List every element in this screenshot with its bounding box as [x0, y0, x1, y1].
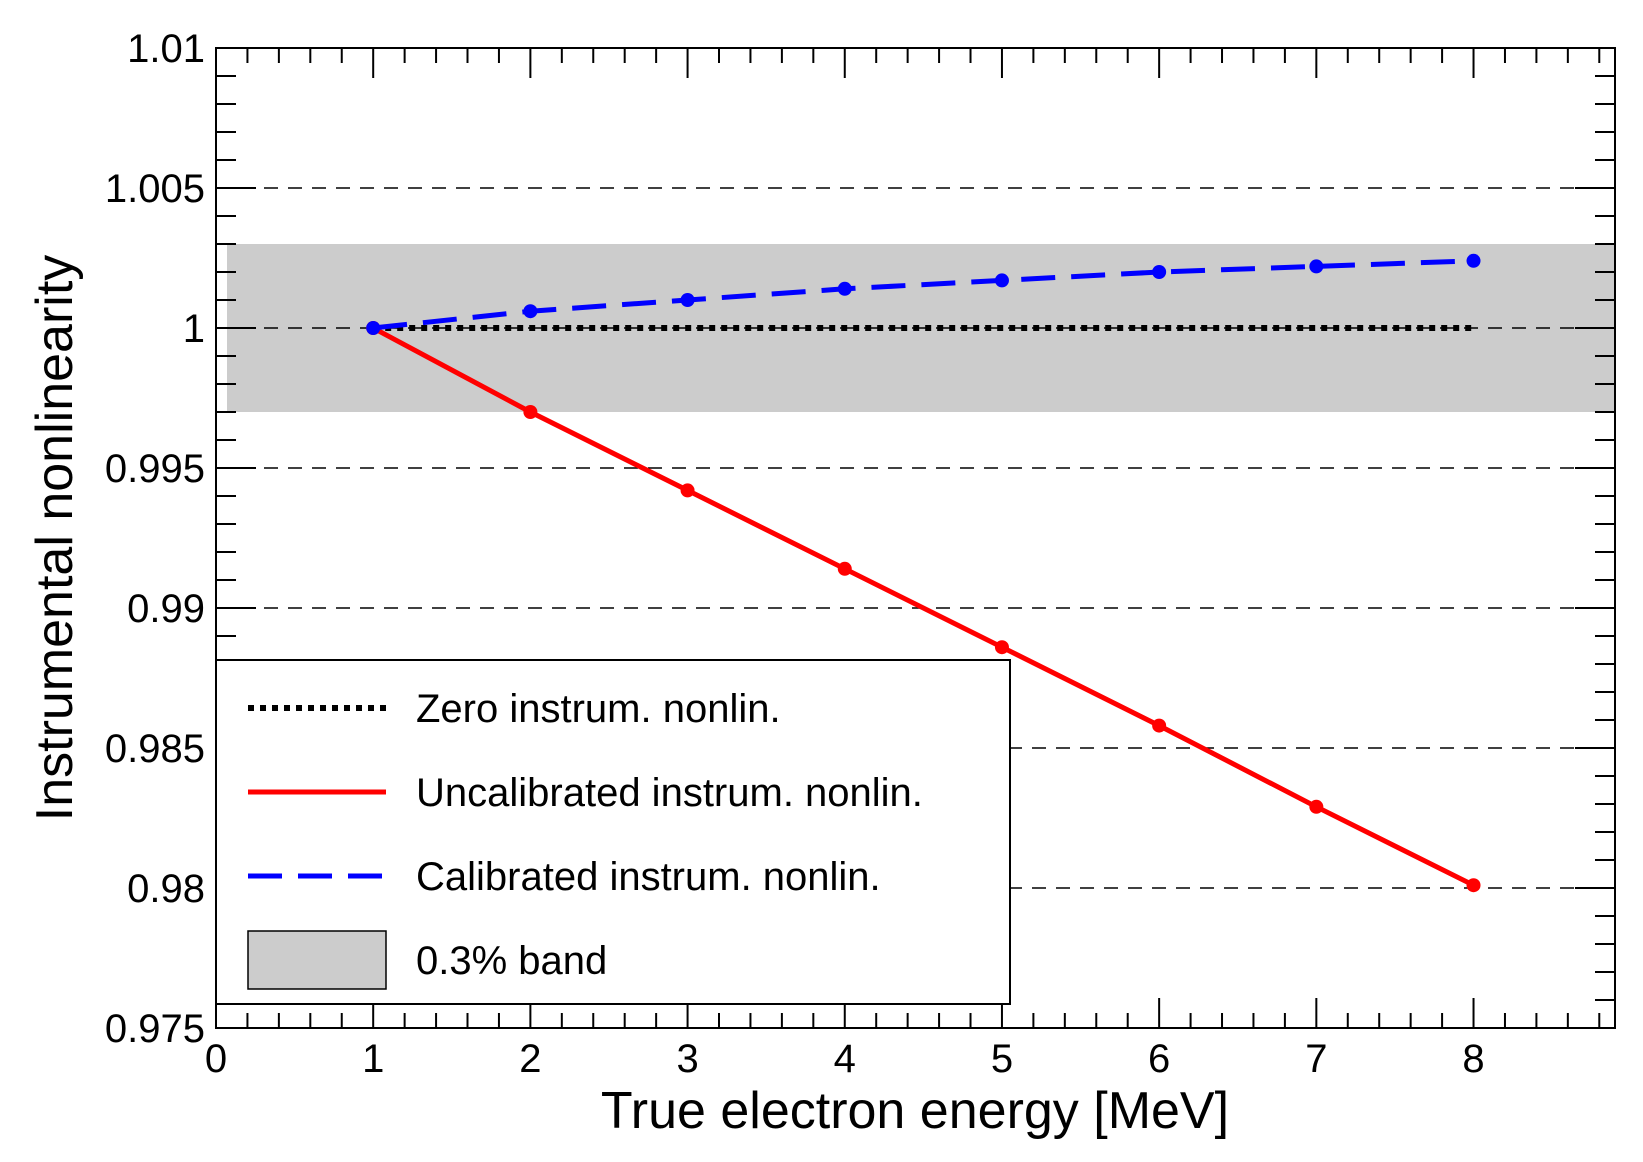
legend-label-2: Calibrated instrum. nonlin. — [416, 855, 881, 899]
series-1-point — [994, 640, 1009, 655]
series-2-point — [1466, 253, 1481, 268]
tick-labels-layer: 0 1 2 3 4 5 6 7 8 0.975 0.98 0.985 0.99 0.995 1 1.005 1.… — [105, 27, 1485, 1081]
series-2-point — [366, 321, 381, 335]
y-tick-label: 0.98 — [127, 867, 205, 911]
series-1-point — [1309, 799, 1324, 814]
x-tick-label: 7 — [1305, 1037, 1327, 1081]
legend-sample-band — [247, 930, 387, 990]
series-1-point — [523, 405, 538, 419]
series-2-point — [1152, 265, 1167, 279]
x-tick-label: 3 — [676, 1037, 698, 1081]
y-tick-label: 1.005 — [105, 167, 205, 211]
legend-label-0: Zero instrum. nonlin. — [416, 687, 781, 731]
x-tick-label: 0 — [205, 1037, 227, 1081]
series-2-point — [680, 293, 695, 307]
series-1-point — [1152, 718, 1167, 733]
y-tick-label: 1 — [183, 307, 205, 351]
series-2-point — [994, 273, 1009, 288]
x-tick-label: 5 — [991, 1037, 1013, 1081]
plot-frame — [215, 47, 1616, 1029]
series-1-point — [1466, 878, 1481, 893]
series-1-point — [680, 483, 695, 498]
x-axis-title: True electron energy [MeV] — [601, 1082, 1229, 1140]
x-tick-label: 2 — [519, 1037, 541, 1081]
y-tick-label: 0.985 — [105, 727, 205, 771]
x-tick-label: 8 — [1462, 1037, 1484, 1081]
legend: Zero instrum. nonlin. Uncalibrated instru… — [215, 659, 1011, 1005]
series-layer — [366, 253, 1481, 893]
series-1-point — [837, 561, 852, 576]
y-tick-label: 0.995 — [105, 447, 205, 491]
series-line-2 — [372, 258, 1474, 331]
y-axis-title: Instrumental nonlinearity — [26, 255, 84, 822]
series-line-1 — [372, 325, 1475, 888]
series-2-point — [837, 281, 852, 296]
y-tick-label: 1.01 — [127, 27, 205, 71]
legend-label-3: 0.3% band — [416, 939, 607, 983]
x-tick-label: 1 — [362, 1037, 384, 1081]
x-tick-label: 4 — [834, 1037, 856, 1081]
series-2-point — [523, 304, 538, 319]
y-tick-label: 0.975 — [105, 1007, 205, 1051]
series-2-point — [1309, 259, 1324, 274]
x-tick-label: 6 — [1148, 1037, 1170, 1081]
y-tick-label: 0.99 — [127, 587, 205, 631]
legend-label-1: Uncalibrated instrum. nonlin. — [416, 771, 923, 815]
